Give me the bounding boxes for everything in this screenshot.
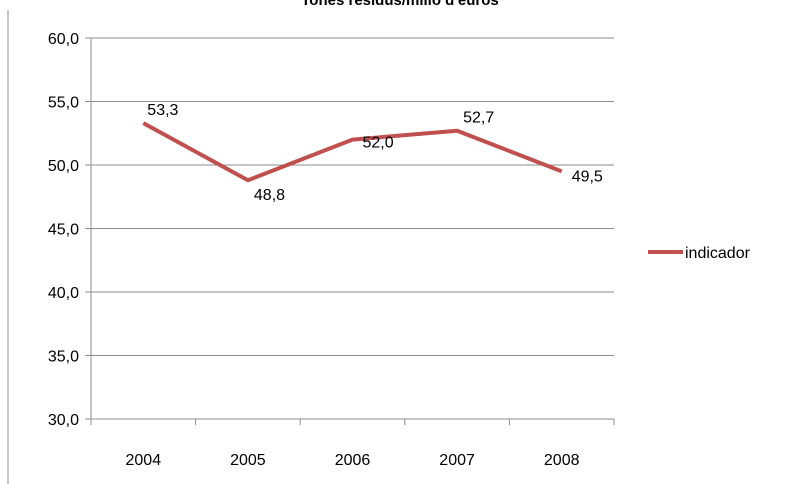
data-label: 49,5: [572, 168, 603, 185]
y-tick-label: 45,0: [48, 222, 79, 239]
y-tick-label: 40,0: [48, 285, 79, 302]
y-tick-label: 35,0: [48, 349, 79, 366]
y-tick-label: 60,0: [48, 31, 79, 48]
x-tick-label: 2007: [439, 452, 475, 469]
data-labels: 53,3 48,8 52,0 52,7 49,5: [147, 102, 603, 204]
legend: indicador: [648, 245, 751, 262]
data-label: 53,3: [147, 102, 178, 119]
x-tick-label: 2005: [230, 452, 266, 469]
chart-title: Tones residus/milió d'euros: [301, 0, 499, 9]
data-label: 52,7: [463, 110, 494, 127]
y-tick-label: 55,0: [48, 95, 79, 112]
x-axis-tick-labels: 2004 2005 2006 2007 2008: [126, 452, 580, 469]
y-tick-label: 50,0: [48, 158, 79, 175]
series-lines: [142, 121, 563, 183]
series-line-indicador: [142, 121, 563, 183]
x-tick-label: 2006: [335, 452, 371, 469]
gridlines: [91, 37, 614, 420]
y-tick-label: 30,0: [48, 412, 79, 429]
data-label: 48,8: [254, 187, 285, 204]
data-label: 52,0: [363, 135, 394, 152]
legend-label: indicador: [685, 245, 751, 262]
x-tick-label: 2004: [126, 452, 162, 469]
y-axis-tick-labels: 60,0 55,0 50,0 45,0 40,0 35,0 30,0: [48, 31, 79, 429]
x-tick-label: 2008: [544, 452, 580, 469]
axes: [85, 37, 615, 425]
